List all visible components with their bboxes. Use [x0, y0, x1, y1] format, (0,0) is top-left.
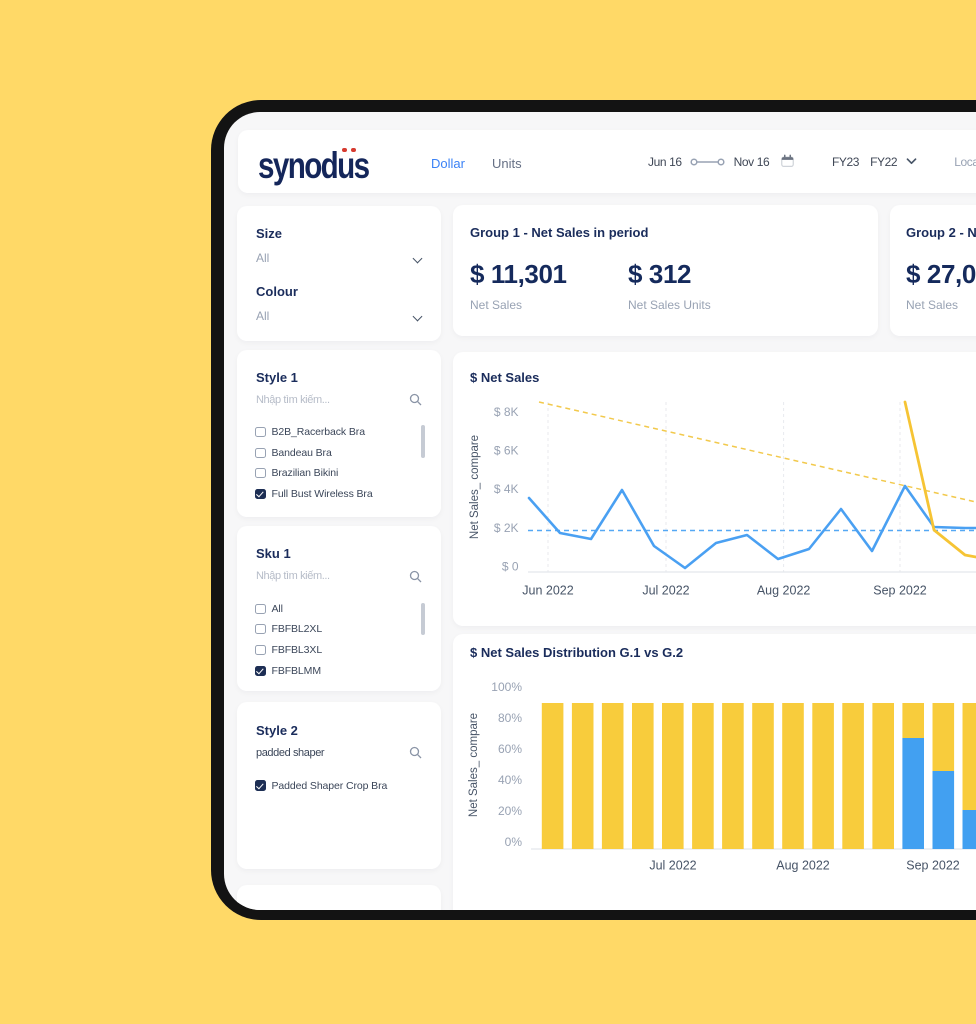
- svg-text:Jun 2022: Jun 2022: [522, 584, 573, 598]
- svg-text:$ 2K: $ 2K: [494, 521, 519, 535]
- svg-text:Jul 2022: Jul 2022: [649, 859, 696, 873]
- svg-text:$ 6K: $ 6K: [494, 444, 519, 458]
- svg-text:Aug 2022: Aug 2022: [776, 859, 830, 873]
- svg-text:Aug 2022: Aug 2022: [757, 584, 811, 598]
- svg-text:$ 0: $ 0: [502, 559, 519, 573]
- svg-text:60%: 60%: [498, 742, 522, 756]
- svg-text:20%: 20%: [498, 804, 522, 818]
- svg-text:$ 4K: $ 4K: [494, 482, 519, 496]
- svg-text:Net Sales_ compare: Net Sales_ compare: [468, 713, 480, 817]
- svg-text:Sep 2022: Sep 2022: [873, 584, 927, 598]
- svg-text:40%: 40%: [498, 773, 522, 787]
- svg-text:Sep 2022: Sep 2022: [906, 859, 960, 873]
- svg-text:Jul 2022: Jul 2022: [642, 584, 689, 598]
- svg-text:0%: 0%: [505, 835, 523, 849]
- svg-text:$ 8K: $ 8K: [494, 405, 519, 419]
- svg-text:100%: 100%: [491, 680, 522, 694]
- svg-text:80%: 80%: [498, 711, 522, 725]
- svg-text:Net Sales_ compare: Net Sales_ compare: [469, 435, 481, 539]
